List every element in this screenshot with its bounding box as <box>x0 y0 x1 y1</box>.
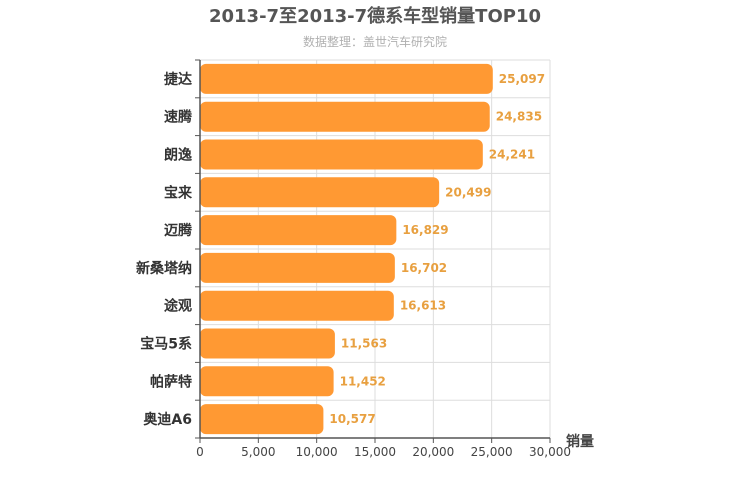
bar-8 <box>200 328 335 359</box>
bar-3 <box>200 139 483 170</box>
bar-10 <box>200 404 324 435</box>
x-tick-label: 0 <box>196 445 204 459</box>
category-label: 迈腾 <box>164 222 193 239</box>
bar-4 <box>200 177 440 208</box>
value-label: 20,499 <box>445 185 491 199</box>
bar-1 <box>200 63 493 94</box>
x-axis-label: 销量 <box>566 433 594 450</box>
value-label: 24,241 <box>489 148 535 162</box>
category-label: 宝马5系 <box>140 336 192 353</box>
category-label: 奥迪A6 <box>143 411 192 428</box>
value-label: 25,097 <box>499 72 545 86</box>
category-label: 帕萨特 <box>150 373 192 390</box>
value-label: 10,577 <box>329 412 375 426</box>
category-label: 新桑塔纳 <box>136 260 192 277</box>
x-tick-label: 5,000 <box>241 445 275 459</box>
category-label: 速腾 <box>164 109 193 126</box>
bar-6 <box>200 252 395 283</box>
category-label: 朗逸 <box>164 147 192 164</box>
bar-7 <box>200 290 394 321</box>
bars: 25,097 24,835 24,241 20,499 16,829 16,702 16,6… <box>200 63 545 435</box>
chart-subtitle: 数据整理：盖世汽车研究院 <box>303 34 447 49</box>
bar-2 <box>200 101 490 132</box>
bar-5 <box>200 215 397 246</box>
value-label: 11,563 <box>341 337 387 351</box>
value-label: 16,613 <box>400 299 446 313</box>
value-label: 16,829 <box>402 223 448 237</box>
value-label: 16,702 <box>401 261 447 275</box>
x-tick-label: 10,000 <box>296 445 338 459</box>
bar-9 <box>200 366 334 397</box>
x-tick-label: 20,000 <box>412 445 454 459</box>
category-label: 捷达 <box>164 71 192 88</box>
x-tick-label: 15,000 <box>354 445 396 459</box>
x-tick-label: 25,000 <box>471 445 513 459</box>
chart-title: 2013-7至2013-7德系车型销量TOP10 <box>209 5 541 27</box>
value-label: 24,835 <box>496 110 542 124</box>
value-label: 11,452 <box>340 374 386 388</box>
x-tick-label: 30,000 <box>529 445 571 459</box>
category-label: 途观 <box>164 298 192 315</box>
category-label: 宝来 <box>164 184 193 201</box>
